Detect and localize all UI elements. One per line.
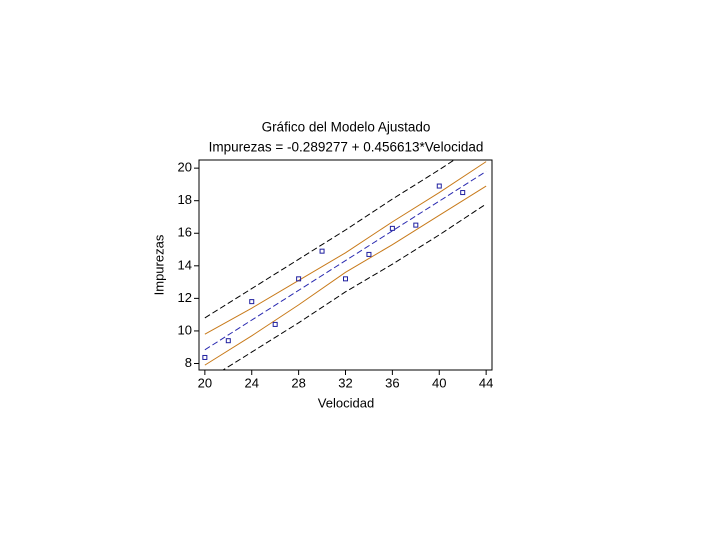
y-tick-label: 14 <box>178 257 192 272</box>
plot-area <box>202 160 487 370</box>
data-point <box>272 321 278 327</box>
x-tick-label: 44 <box>479 375 493 390</box>
data-point <box>202 354 208 360</box>
y-tick-label: 8 <box>185 355 192 370</box>
band-line <box>222 203 487 370</box>
y-tick-label: 12 <box>178 290 192 305</box>
data-point <box>249 299 255 305</box>
data-point <box>296 276 302 282</box>
plot-frame <box>198 159 493 371</box>
y-tick-label: 20 <box>178 160 192 175</box>
x-tick-label: 28 <box>291 375 305 390</box>
band-line <box>204 160 455 319</box>
data-point <box>319 248 325 254</box>
band-line <box>204 161 487 335</box>
data-point <box>413 222 419 228</box>
x-tick-label: 32 <box>338 375 352 390</box>
x-tick-label: 36 <box>385 375 399 390</box>
x-tick-label: 40 <box>432 375 446 390</box>
x-axis-label: Velocidad <box>318 395 374 410</box>
chart-subtitle: Impurezas = -0.289277 + 0.456613*Velocid… <box>209 140 484 155</box>
y-axis-label: Impurezas <box>151 234 166 295</box>
x-tick-label: 24 <box>245 375 259 390</box>
y-tick-label: 18 <box>178 192 192 207</box>
y-tick-label: 10 <box>178 322 192 337</box>
band-line <box>204 170 487 351</box>
data-point <box>460 190 466 196</box>
chart-title: Gráfico del Modelo Ajustado <box>262 120 431 135</box>
band-line <box>204 185 487 366</box>
data-point <box>436 183 442 189</box>
data-point <box>225 338 231 344</box>
data-point <box>366 251 372 257</box>
x-tick-label: 20 <box>198 375 212 390</box>
y-tick-label: 16 <box>178 225 192 240</box>
data-point <box>389 225 395 231</box>
data-point <box>343 276 348 282</box>
